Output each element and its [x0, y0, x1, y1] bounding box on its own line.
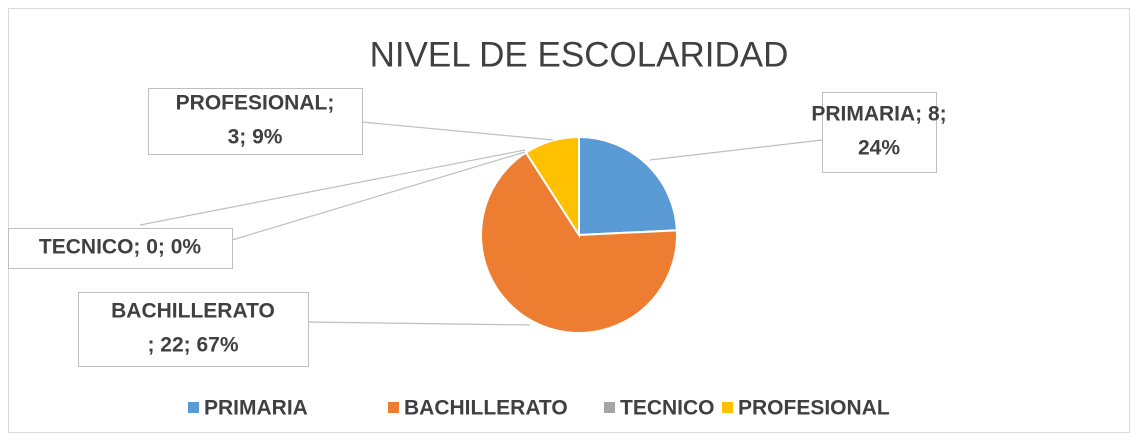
data-label: TECNICO; 0; 0%: [39, 236, 202, 259]
data-label-box: [822, 92, 937, 173]
pie-slice: [524, 135, 580, 239]
leader-line: [307, 321, 531, 326]
pie-slice: [480, 151, 678, 334]
legend-swatch: [388, 402, 399, 413]
data-label: 3; 9%: [228, 126, 283, 149]
legend-swatch: [188, 402, 199, 413]
leader-line: [649, 139, 823, 161]
legend-label: PROFESIONAL: [738, 397, 890, 420]
leader-line: [231, 151, 526, 241]
pie-slice: [578, 135, 678, 237]
data-label: PRIMARIA; 8;: [811, 103, 946, 126]
data-label-box: [148, 88, 363, 155]
leader-line: [361, 121, 554, 141]
data-label: PROFESIONAL;: [176, 92, 335, 115]
chart-title: NIVEL DE ESCOLARIDAD: [370, 35, 789, 74]
legend-label: BACHILLERATO: [404, 397, 568, 420]
legend-label: TECNICO: [620, 397, 715, 420]
leader-line: [139, 149, 526, 226]
data-label-box: [78, 292, 309, 367]
data-label: ; 22; 67%: [147, 334, 238, 357]
data-label: BACHILLERATO: [111, 300, 275, 323]
data-label-box: [8, 228, 233, 269]
legend-swatch: [722, 402, 733, 413]
legend-label: PRIMARIA: [204, 397, 308, 420]
data-label: 24%: [858, 137, 900, 160]
legend-swatch: [604, 402, 615, 413]
